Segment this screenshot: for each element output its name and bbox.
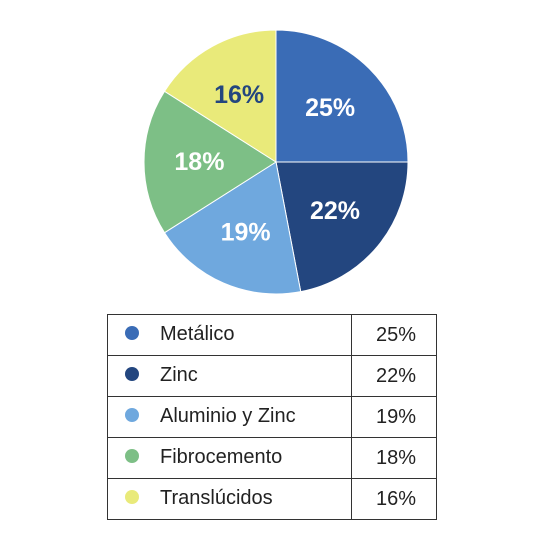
legend-row: Aluminio y Zinc 19%	[106, 396, 437, 438]
legend-row: Fibrocemento 18%	[106, 437, 437, 479]
pie-slice	[163, 161, 302, 295]
legend-row: Zinc 22%	[106, 355, 437, 397]
circle-marker-icon	[125, 408, 139, 423]
legend-label: Metálico	[160, 323, 235, 346]
slice-value-label: 18%	[174, 148, 224, 176]
pie-slice	[275, 161, 409, 293]
legend-name-cell: Aluminio y Zinc	[106, 396, 353, 438]
circle-marker-icon	[125, 326, 139, 341]
legend-row: Translúcidos 16%	[106, 478, 437, 520]
legend-value: 19%	[351, 396, 437, 438]
legend-name-cell: Metálico	[106, 314, 353, 356]
pie-chart: 25% 22% 19% 18% 16%	[143, 29, 409, 295]
legend-name-cell: Translúcidos	[106, 478, 353, 520]
legend-name-cell: Zinc	[106, 355, 353, 397]
legend-label: Fibrocemento	[160, 446, 283, 469]
circle-marker-icon	[125, 449, 139, 464]
legend-name-cell: Fibrocemento	[106, 437, 353, 479]
legend-value: 18%	[351, 437, 437, 479]
pie-chart-svg: 25% 22% 19% 18% 16%	[143, 29, 409, 295]
pie-slice	[163, 29, 277, 163]
legend-table: Metálico 25% Zinc 22% Aluminio y Zinc 19…	[106, 314, 437, 520]
legend-row: Metálico 25%	[106, 314, 437, 356]
legend-label: Aluminio y Zinc	[160, 405, 296, 428]
slice-value-label: 22%	[310, 197, 360, 225]
slice-value-label: 16%	[214, 81, 264, 109]
legend-label: Zinc	[160, 364, 198, 387]
pie-slice	[275, 29, 409, 163]
legend-value: 25%	[351, 314, 437, 356]
legend-label: Translúcidos	[160, 487, 273, 510]
circle-marker-icon	[125, 367, 139, 382]
pie-slice	[143, 90, 277, 234]
slice-value-label: 25%	[305, 94, 355, 122]
circle-marker-icon	[125, 490, 139, 505]
legend-value: 22%	[351, 355, 437, 397]
legend-value: 16%	[351, 478, 437, 520]
slice-value-label: 19%	[221, 218, 271, 246]
